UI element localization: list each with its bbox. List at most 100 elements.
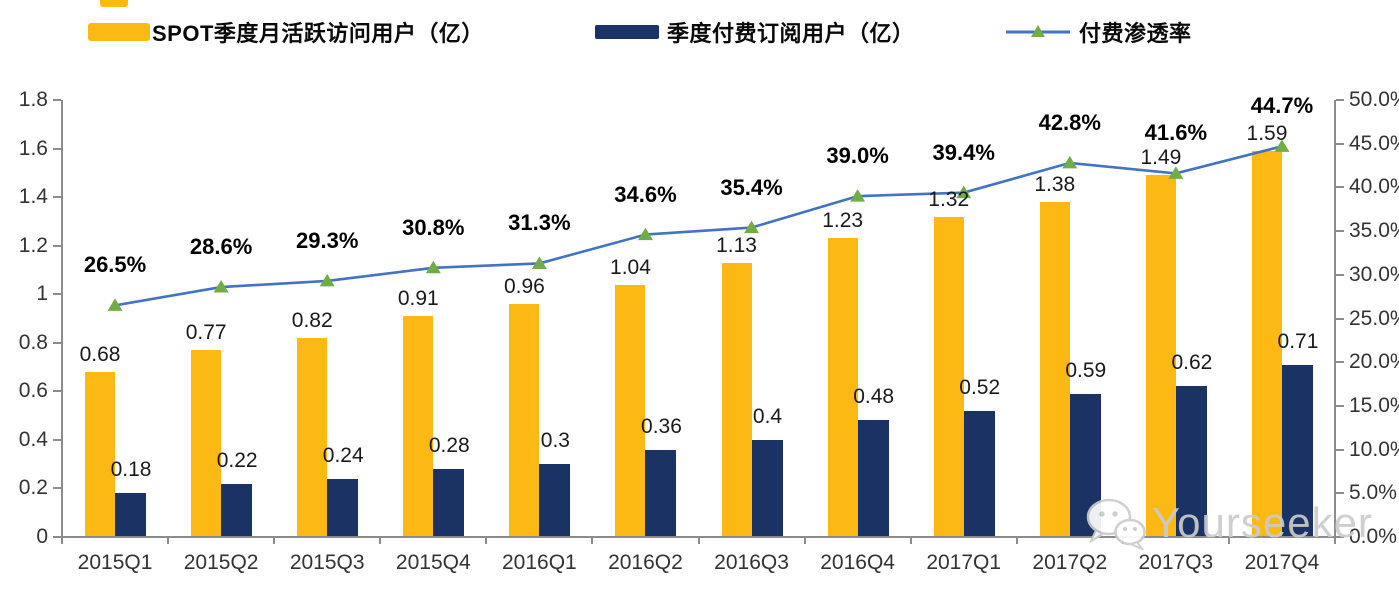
left-axis-tick <box>53 341 61 344</box>
x-axis-label: 2015Q2 <box>183 551 259 574</box>
mau-value-label: 0.96 <box>503 274 545 298</box>
x-axis-label: 2017Q3 <box>1138 551 1214 574</box>
subs-bar <box>221 483 253 536</box>
penetration-label: 35.4% <box>720 174 783 200</box>
subs-bar <box>963 410 995 536</box>
left-axis-tick-label: 1.6 <box>18 136 48 160</box>
mau-value-label: 1.23 <box>822 209 864 233</box>
cropped-yellow-artifact <box>100 0 128 7</box>
mau-bar <box>721 262 752 536</box>
legend-label-mau: SPOT季度月活跃访问用户（亿） <box>152 21 484 46</box>
right-axis-tick-label: 15.0% <box>1349 393 1399 417</box>
right-axis-tick-label: 10.0% <box>1349 437 1399 461</box>
subs-bar <box>115 493 147 536</box>
right-axis-tick <box>1336 142 1344 145</box>
right-axis-tick <box>1336 186 1344 189</box>
subs-bar <box>1175 386 1207 536</box>
mau-value-label: 1.04 <box>610 255 651 279</box>
left-axis-tick <box>53 293 61 296</box>
right-axis-tick-label: 25.0% <box>1349 306 1399 330</box>
x-axis-tick <box>591 537 594 544</box>
x-axis-tick <box>909 537 912 544</box>
right-axis-tick-label: 35.0% <box>1349 219 1399 243</box>
navy-bar-swatch <box>595 25 659 39</box>
line-marker-swatch <box>1005 23 1071 41</box>
subs-value-label: 0.28 <box>428 434 470 458</box>
triangle-marker <box>956 185 972 199</box>
mau-bar <box>933 216 964 536</box>
left-axis-tick <box>53 390 61 393</box>
legend-label-subscribers: 季度付费订阅用户（亿） <box>667 21 915 46</box>
x-axis-label: 2016Q2 <box>608 551 683 574</box>
x-axis-tick <box>697 537 700 544</box>
legend-item-mau: SPOT季度月活跃访问用户（亿） <box>88 16 484 48</box>
subs-value-label: 0.36 <box>641 414 682 438</box>
subs-bar <box>539 464 571 536</box>
left-axis-tick-label: 1.8 <box>18 88 48 111</box>
x-axis-tick <box>1334 537 1336 544</box>
triangle-marker <box>319 273 335 287</box>
x-axis-label: 2015Q1 <box>77 551 153 574</box>
left-axis-tick-label: 0.2 <box>18 476 48 500</box>
right-axis-tick-label: 30.0% <box>1349 262 1399 286</box>
penetration-label: 44.7% <box>1250 93 1314 119</box>
wechat-icon <box>1086 498 1146 550</box>
right-axis-tick-label: 0.0% <box>1349 525 1397 548</box>
subs-value-label: 0.48 <box>853 385 895 409</box>
mau-value-label: 0.68 <box>79 342 121 366</box>
mau-value-label: 1.59 <box>1246 121 1288 145</box>
mau-bar <box>509 303 540 536</box>
right-axis-tick-label: 50.0% <box>1349 88 1399 111</box>
watermark: Yourseeker <box>1084 496 1373 550</box>
x-axis-label: 2015Q3 <box>289 551 365 574</box>
right-axis-tick <box>1336 448 1344 451</box>
subs-value-label: 0.62 <box>1171 351 1213 375</box>
x-axis-tick <box>379 537 382 544</box>
right-axis-tick-label: 5.0% <box>1349 481 1397 505</box>
subs-value-label: 0.59 <box>1065 358 1107 382</box>
mau-bar <box>1039 201 1070 536</box>
triangle-marker <box>531 256 547 269</box>
subs-bar <box>645 449 677 536</box>
subs-value-label: 0.22 <box>216 448 258 472</box>
watermark-text: Yourseeker <box>1152 499 1373 546</box>
left-axis-tick <box>53 536 61 538</box>
right-axis-line <box>1334 100 1336 539</box>
triangle-marker <box>744 220 760 234</box>
x-axis-tick <box>61 537 63 544</box>
left-axis-tick-label: 0 <box>36 525 48 548</box>
right-axis-tick <box>1336 361 1344 364</box>
subs-bar <box>433 469 465 536</box>
right-axis-tick <box>1336 273 1344 276</box>
triangle-marker <box>1062 155 1078 169</box>
penetration-label: 30.8% <box>402 214 465 240</box>
mau-bar <box>827 238 858 536</box>
left-axis-tick <box>53 147 61 150</box>
penetration-label: 29.3% <box>296 227 359 253</box>
x-axis-tick <box>803 537 806 544</box>
subs-value-label: 0.4 <box>752 404 783 428</box>
triangle-marker <box>1274 139 1290 152</box>
right-axis-tick <box>1336 317 1344 320</box>
right-axis-tick-label: 45.0% <box>1349 131 1399 155</box>
triangle-marker <box>1168 166 1184 179</box>
penetration-label: 41.6% <box>1144 120 1208 146</box>
x-axis-label: 2017Q1 <box>926 551 1002 574</box>
right-axis-tick-label: 20.0% <box>1349 350 1399 374</box>
legend-item-penetration: 付费渗透率 <box>1005 16 1192 48</box>
mau-bar <box>191 350 222 536</box>
subs-bar <box>857 420 889 536</box>
gold-bar-swatch <box>88 23 150 41</box>
x-axis-label: 2015Q4 <box>395 551 471 574</box>
left-axis-tick-label: 1.2 <box>18 233 48 257</box>
left-axis-tick-label: 0.8 <box>18 330 48 354</box>
penetration-label: 39.4% <box>932 139 995 165</box>
left-axis-tick-label: 1 <box>36 282 48 306</box>
subs-bar <box>327 478 359 536</box>
penetration-label: 26.5% <box>83 252 147 278</box>
subs-bar <box>1281 364 1313 536</box>
left-axis-tick-label: 0.4 <box>18 427 48 451</box>
left-axis-line <box>61 100 63 539</box>
